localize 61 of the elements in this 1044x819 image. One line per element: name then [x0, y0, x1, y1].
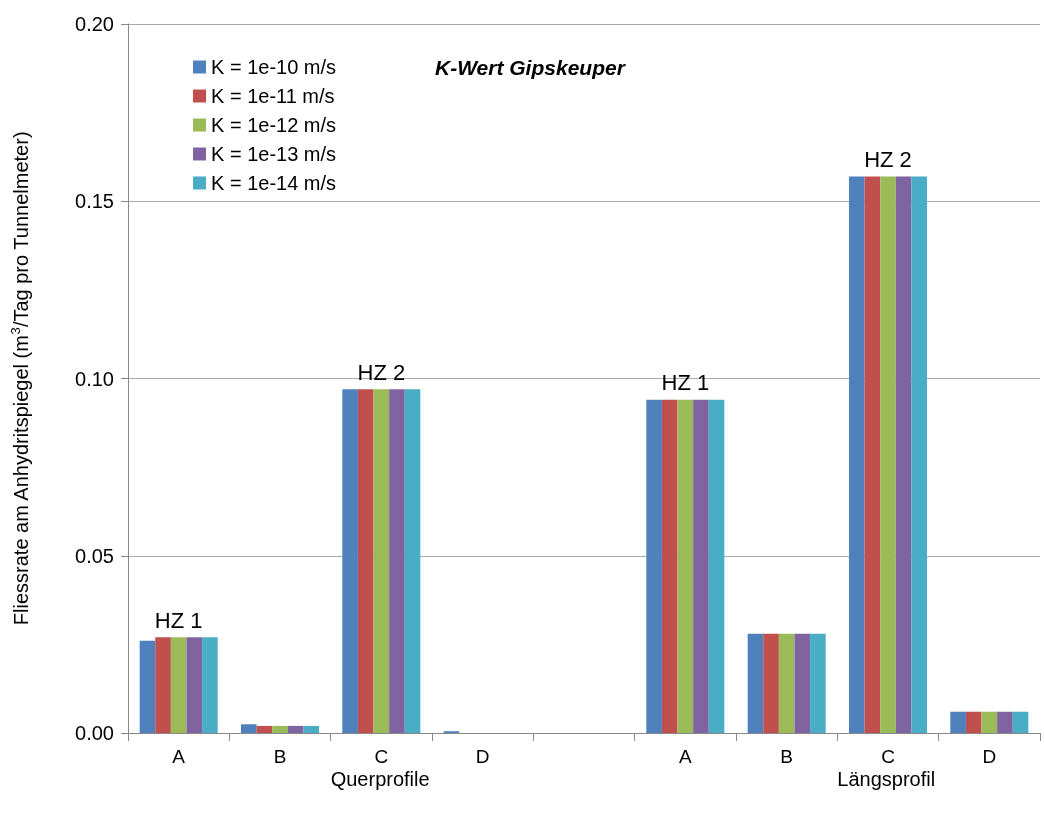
bar — [170, 637, 187, 733]
bar — [240, 724, 257, 733]
bar — [272, 725, 288, 733]
bar — [810, 633, 826, 733]
bar — [880, 176, 896, 733]
y-tick-label: 0.10 — [75, 367, 114, 390]
bar — [155, 637, 171, 733]
x-tick-label: C — [881, 746, 895, 767]
bar — [965, 711, 982, 733]
bar — [139, 640, 156, 733]
y-tick-label: 0.15 — [75, 190, 114, 213]
legend-label: K = 1e-13 m/s — [211, 143, 337, 165]
bar — [389, 389, 405, 733]
bar — [677, 399, 694, 733]
bar — [895, 176, 912, 733]
x-tick-label: D — [475, 746, 490, 767]
x-tick-label: B — [273, 746, 287, 767]
data-label: HZ 1 — [661, 370, 710, 396]
bar — [303, 725, 320, 733]
bar — [997, 711, 1013, 733]
bar — [778, 633, 795, 733]
text: K-Wert Gipskeuper — [435, 56, 627, 79]
legend-label: K = 1e-14 m/s — [211, 172, 337, 194]
bar — [794, 633, 811, 733]
legend-label: K = 1e-11 m/s — [211, 85, 335, 107]
bar — [864, 176, 881, 733]
bar — [848, 176, 865, 733]
bar — [708, 399, 725, 733]
bar — [981, 711, 998, 733]
x-tick-label: A — [172, 746, 186, 767]
bar — [661, 399, 678, 733]
legend-label: K = 1e-10 m/s — [211, 56, 337, 78]
y-tick-label: 0.00 — [75, 722, 114, 744]
y-axis-title: Fliessrate am Anhydritspiegel (m3/Tag pro Tunnelmeter) — [8, 131, 32, 626]
bar — [342, 389, 358, 733]
text: Querprofile — [330, 768, 430, 790]
x-tick-label: D — [982, 746, 997, 767]
bar — [911, 176, 928, 733]
bar — [202, 637, 218, 733]
bar — [693, 399, 709, 733]
bar — [404, 389, 421, 733]
bar — [747, 633, 764, 733]
bar — [287, 725, 304, 733]
bar — [1012, 711, 1029, 733]
bar — [357, 389, 374, 733]
text: Längsprofil — [837, 768, 936, 790]
bar — [763, 633, 779, 733]
bar — [186, 637, 203, 733]
x-tick-label: A — [678, 746, 692, 767]
data-label: HZ 2 — [357, 359, 406, 385]
bar — [646, 399, 662, 733]
x-tick-label: C — [374, 746, 389, 767]
bar — [373, 389, 390, 733]
y-tick-label: 0.05 — [75, 544, 114, 567]
data-label: HZ 2 — [864, 146, 912, 172]
bar — [256, 725, 273, 733]
bar — [950, 711, 966, 733]
data-label: HZ 1 — [154, 607, 203, 633]
x-tick-label: B — [780, 746, 794, 767]
y-tick-label: 0.20 — [75, 13, 114, 35]
legend-label: K = 1e-12 m/s — [211, 114, 337, 136]
